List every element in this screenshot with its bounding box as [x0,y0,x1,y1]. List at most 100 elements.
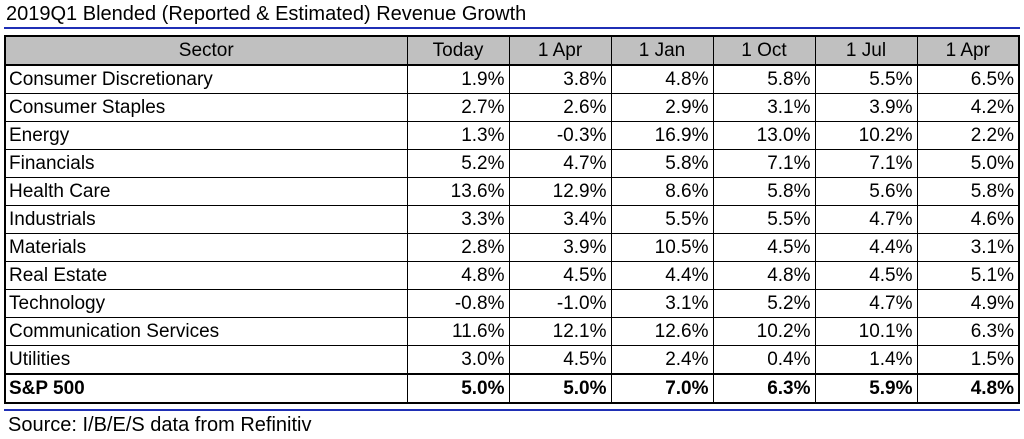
column-header-sector: Sector [4,35,408,66]
growth-value-cell: 5.2% [406,149,510,178]
growth-value-cell: 4.2% [916,93,1020,122]
growth-value-cell: 5.6% [814,177,918,206]
growth-value-cell: 4.6% [916,205,1020,234]
growth-value-cell: 2.9% [610,93,714,122]
growth-value-cell: 5.8% [712,64,816,94]
growth-value-cell: 4.4% [814,233,918,262]
title-rule [4,27,1020,29]
sector-name-cell: Utilities [4,345,408,375]
column-header-1-oct: 1 Oct [712,35,816,66]
column-header-1-apr-current: 1 Apr [508,35,612,66]
growth-value-cell: 2.2% [916,121,1020,150]
growth-value-cell: 5.8% [712,177,816,206]
growth-value-cell: 13.6% [406,177,510,206]
growth-value-cell: 12.6% [610,317,714,346]
growth-value-cell: 2.6% [508,93,612,122]
growth-value-cell: 1.9% [406,64,510,94]
growth-value-cell: 5.2% [712,289,816,318]
table-row: Energy 1.3% -0.3% 16.9% 13.0% 10.2% 2.2% [4,121,1020,150]
growth-value-cell: 10.2% [712,317,816,346]
table-row: Technology -0.8% -1.0% 3.1% 5.2% 4.7% 4.9% [4,289,1020,318]
growth-value-cell: 4.4% [610,261,714,290]
growth-value-cell: 1.3% [406,121,510,150]
total-label-cell: S&P 500 [4,373,408,404]
growth-value-cell: 3.9% [508,233,612,262]
table-row: Consumer Discretionary 1.9% 3.8% 4.8% 5.8% 5.… [4,64,1020,94]
growth-value-cell: 5.1% [916,261,1020,290]
growth-value-cell: 10.1% [814,317,918,346]
total-value-cell: 6.3% [712,373,816,404]
growth-value-cell: 4.5% [712,233,816,262]
growth-value-cell: 3.1% [712,93,816,122]
total-value-cell: 5.9% [814,373,918,404]
total-value-cell: 7.0% [610,373,714,404]
table-row: Real Estate 4.8% 4.5% 4.4% 4.8% 4.5% 5.1% [4,261,1020,290]
header-row: Sector Today 1 Apr 1 Jan 1 Oct 1 Jul 1 A… [4,35,1020,66]
sector-name-cell: Energy [4,121,408,150]
growth-value-cell: 2.7% [406,93,510,122]
sector-name-cell: Health Care [4,177,408,206]
sector-name-cell: Technology [4,289,408,318]
growth-value-cell: 5.0% [916,149,1020,178]
growth-value-cell: 3.8% [508,64,612,94]
growth-value-cell: 3.9% [814,93,918,122]
table-row: Consumer Staples 2.7% 2.6% 2.9% 3.1% 3.9% 4.2% [4,93,1020,122]
growth-value-cell: 4.7% [814,205,918,234]
growth-value-cell: 4.8% [712,261,816,290]
sector-name-cell: Consumer Discretionary [4,64,408,94]
growth-value-cell: 4.7% [814,289,918,318]
growth-value-cell: 1.4% [814,345,918,375]
growth-value-cell: 6.5% [916,64,1020,94]
column-header-1-apr-prior: 1 Apr [916,35,1020,66]
growth-value-cell: 10.5% [610,233,714,262]
growth-value-cell: 4.8% [610,64,714,94]
sector-name-cell: Consumer Staples [4,93,408,122]
table-row: Materials 2.8% 3.9% 10.5% 4.5% 4.4% 3.1% [4,233,1020,262]
growth-value-cell: 5.8% [610,149,714,178]
growth-value-cell: 13.0% [712,121,816,150]
sector-name-cell: Materials [4,233,408,262]
sector-name-cell: Real Estate [4,261,408,290]
growth-value-cell: 10.2% [814,121,918,150]
growth-value-cell: 4.5% [814,261,918,290]
growth-value-cell: 5.5% [712,205,816,234]
table-row: Communication Services 11.6% 12.1% 12.6% 10.… [4,317,1020,346]
growth-value-cell: 2.4% [610,345,714,375]
revenue-growth-table: Sector Today 1 Apr 1 Jan 1 Oct 1 Jul 1 A… [4,35,1020,404]
table-row: Utilities 3.0% 4.5% 2.4% 0.4% 1.4% 1.5% [4,345,1020,375]
sector-name-cell: Communication Services [4,317,408,346]
growth-value-cell: 0.4% [712,345,816,375]
growth-value-cell: 16.9% [610,121,714,150]
growth-value-cell: 4.9% [916,289,1020,318]
growth-value-cell: -1.0% [508,289,612,318]
sector-name-cell: Industrials [4,205,408,234]
table-row: Financials 5.2% 4.7% 5.8% 7.1% 7.1% 5.0% [4,149,1020,178]
growth-value-cell: 5.5% [814,64,918,94]
total-row: S&P 500 5.0% 5.0% 7.0% 6.3% 5.9% 4.8% [4,373,1020,404]
column-header-today: Today [406,35,510,66]
growth-value-cell: 6.3% [916,317,1020,346]
growth-value-cell: -0.3% [508,121,612,150]
table-body: Consumer Discretionary 1.9% 3.8% 4.8% 5.8% 5.… [4,64,1020,404]
growth-value-cell: 5.8% [916,177,1020,206]
table-row: Industrials 3.3% 3.4% 5.5% 5.5% 4.7% 4.6% [4,205,1020,234]
sector-name-cell: Financials [4,149,408,178]
source-rule [4,409,1020,411]
growth-value-cell: 12.9% [508,177,612,206]
growth-value-cell: -0.8% [406,289,510,318]
table-title: 2019Q1 Blended (Reported & Estimated) Re… [6,3,527,25]
growth-value-cell: 7.1% [712,149,816,178]
growth-value-cell: 3.1% [916,233,1020,262]
growth-value-cell: 4.5% [508,261,612,290]
growth-value-cell: 12.1% [508,317,612,346]
total-value-cell: 4.8% [916,373,1020,404]
column-header-1-jan: 1 Jan [610,35,714,66]
table-row: Health Care 13.6% 12.9% 8.6% 5.8% 5.6% 5.8% [4,177,1020,206]
growth-value-cell: 8.6% [610,177,714,206]
total-value-cell: 5.0% [406,373,510,404]
growth-value-cell: 1.5% [916,345,1020,375]
growth-value-cell: 5.5% [610,205,714,234]
growth-value-cell: 2.8% [406,233,510,262]
total-value-cell: 5.0% [508,373,612,404]
growth-value-cell: 3.4% [508,205,612,234]
